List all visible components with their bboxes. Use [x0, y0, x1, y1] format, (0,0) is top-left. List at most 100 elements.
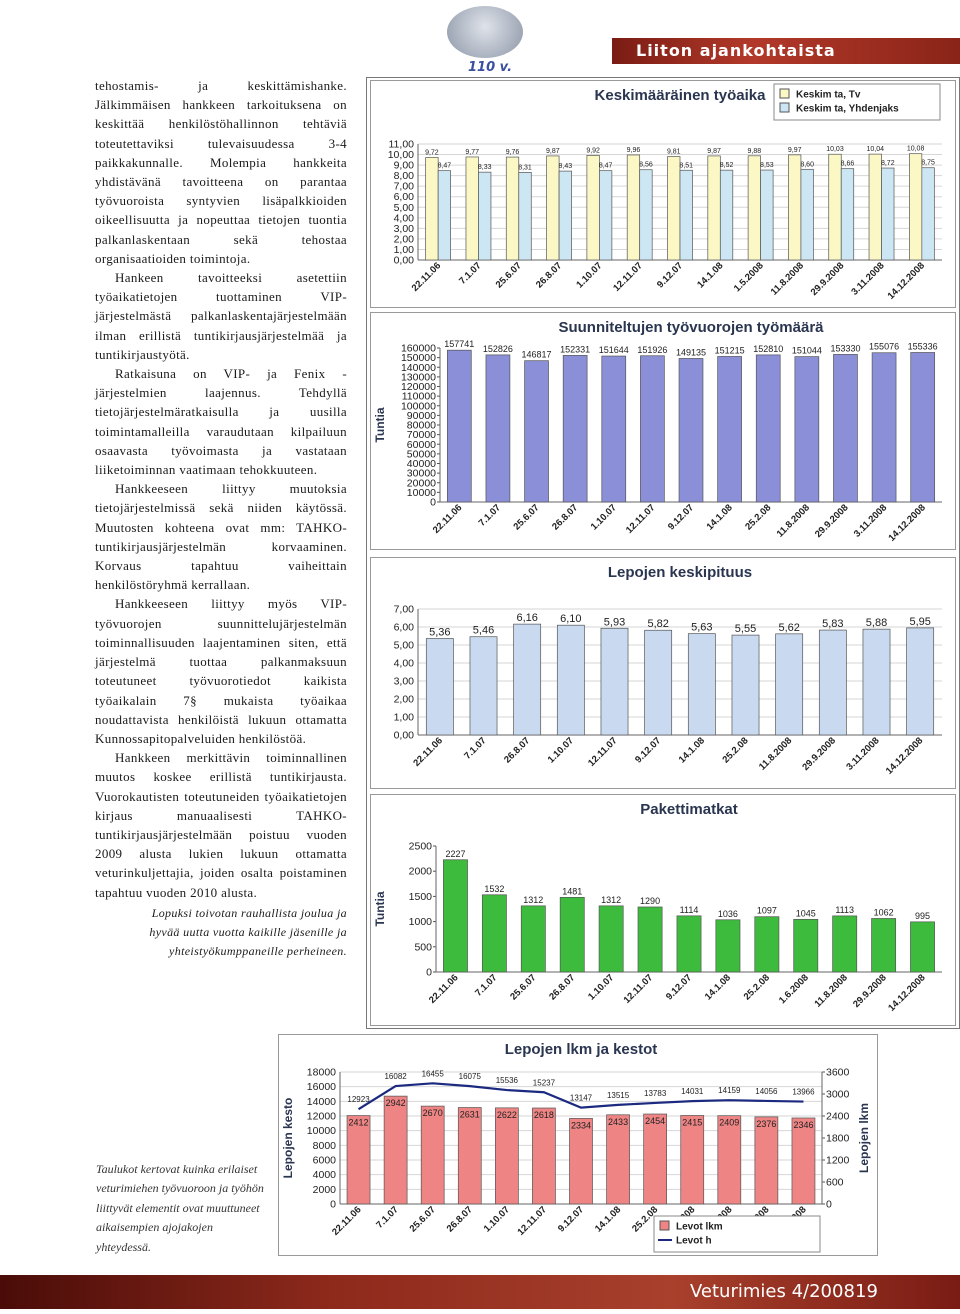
value-label: 9,97: [788, 147, 802, 154]
value-label: 8,31: [518, 164, 532, 171]
bar: [788, 154, 802, 261]
bar: [717, 1115, 742, 1205]
bar: [800, 168, 814, 261]
value-label: 9,87: [546, 148, 560, 155]
bar: [443, 859, 468, 973]
value-label: 153330: [830, 343, 860, 353]
y-tick-label: 6,00: [394, 191, 415, 203]
value-label: 13783: [644, 1089, 667, 1098]
bar: [871, 352, 897, 503]
paragraph: Hankkeeseen liittyy muutoksia tietojärje…: [95, 481, 347, 593]
value-label: 2376: [756, 1119, 776, 1129]
chart-title: Suunniteltujen työvuorojen työmäärä: [558, 319, 824, 336]
y2-tick-label: 3000: [826, 1089, 850, 1101]
value-label: 9,96: [627, 147, 641, 154]
value-label: 2433: [608, 1117, 628, 1127]
legend-label: Keskim ta, Tv: [796, 90, 861, 101]
value-label: 151044: [792, 346, 822, 356]
y-tick-label: 40000: [407, 458, 436, 470]
value-label: 5,82: [647, 618, 668, 630]
value-label: 2618: [534, 1110, 554, 1120]
paragraph: Hankeen tavoitteeksi asetettiin työaikat…: [95, 270, 347, 362]
bar: [794, 356, 820, 503]
bar: [754, 916, 780, 973]
value-label: 149135: [676, 347, 706, 357]
chart: Pakettimatkat 0 500 1000 1500 2000 2500 Tuntia 2…: [370, 794, 956, 1026]
bar: [640, 355, 665, 503]
bar: [505, 156, 520, 261]
value-label: 13966: [792, 1088, 815, 1097]
y-axis-label: Tuntia: [373, 407, 387, 442]
value-label: 5,62: [778, 622, 799, 634]
bar: [679, 169, 693, 261]
y-tick-label: 2,00: [394, 694, 415, 706]
value-label: 151926: [637, 345, 667, 355]
value-label: 14031: [681, 1087, 704, 1096]
value-label: 1312: [523, 895, 543, 905]
y-tick-label: 5,00: [394, 640, 415, 652]
y-tick-label: 0: [430, 497, 436, 509]
value-label: 8,53: [760, 162, 774, 169]
value-label: 155076: [869, 342, 899, 352]
y-tick-label: 5,00: [394, 202, 415, 214]
bar: [909, 153, 923, 261]
legend: Keskim ta, Tv Keskim ta, Yhdenjaks: [773, 83, 941, 121]
publication: Veturimies 4/2008: [690, 1281, 855, 1302]
y-tick-label: 100000: [401, 400, 436, 412]
y-tick-label: 8000: [313, 1140, 337, 1152]
value-label: 995: [915, 911, 930, 921]
y-tick-label: 90000: [407, 410, 436, 422]
value-label: 15237: [533, 1078, 556, 1087]
y-tick-label: 6000: [313, 1155, 337, 1167]
value-label: 9,87: [707, 148, 721, 155]
y-tick-label: 80000: [407, 420, 436, 432]
chart-background: [370, 794, 956, 1026]
bar: [606, 1114, 630, 1205]
bar: [495, 1107, 519, 1205]
bar: [586, 155, 600, 261]
value-label: 9,81: [667, 149, 681, 156]
legend-label: Levot h: [676, 1236, 712, 1247]
value-label: 9,92: [586, 147, 600, 154]
value-label: 16082: [384, 1072, 407, 1081]
value-label: 2412: [349, 1118, 369, 1128]
bar: [818, 629, 847, 736]
logo: [447, 6, 523, 58]
value-label: 2346: [793, 1120, 813, 1130]
bar: [599, 170, 613, 261]
value-label: 8,75: [921, 160, 935, 167]
bar: [346, 1115, 371, 1205]
y-tick-label: 150000: [401, 352, 436, 364]
value-label: 13147: [570, 1094, 593, 1103]
bar: [687, 633, 716, 736]
bar: [383, 1095, 408, 1205]
value-label: 8,33: [478, 164, 492, 171]
y-tick-label: 0: [330, 1199, 336, 1211]
bar: [676, 915, 702, 973]
value-label: 1062: [874, 907, 894, 917]
value-label: 1481: [562, 886, 582, 896]
bar: [559, 897, 585, 973]
value-label: 152826: [483, 344, 513, 354]
y2-tick-label: 0: [826, 1199, 832, 1211]
bar: [478, 171, 492, 261]
value-label: 13515: [607, 1091, 630, 1100]
y-tick-label: 3,00: [394, 223, 415, 235]
y-tick-label: 130000: [401, 371, 436, 383]
value-label: 9,72: [425, 149, 439, 156]
value-label: 8,43: [559, 163, 573, 170]
value-label: 6,10: [560, 613, 581, 625]
bar: [562, 355, 588, 503]
bar: [639, 169, 653, 261]
value-label: 8,51: [679, 162, 693, 169]
bar: [747, 155, 761, 261]
value-label: 2622: [497, 1110, 517, 1120]
paragraph: Hankkeen merkittävin toiminnallinen muut…: [95, 750, 347, 900]
value-label: 16455: [422, 1069, 445, 1078]
y-tick-label: 4,00: [394, 658, 415, 670]
bar: [465, 156, 479, 261]
bar: [425, 157, 439, 261]
bar: [833, 354, 858, 503]
bar: [485, 354, 511, 503]
